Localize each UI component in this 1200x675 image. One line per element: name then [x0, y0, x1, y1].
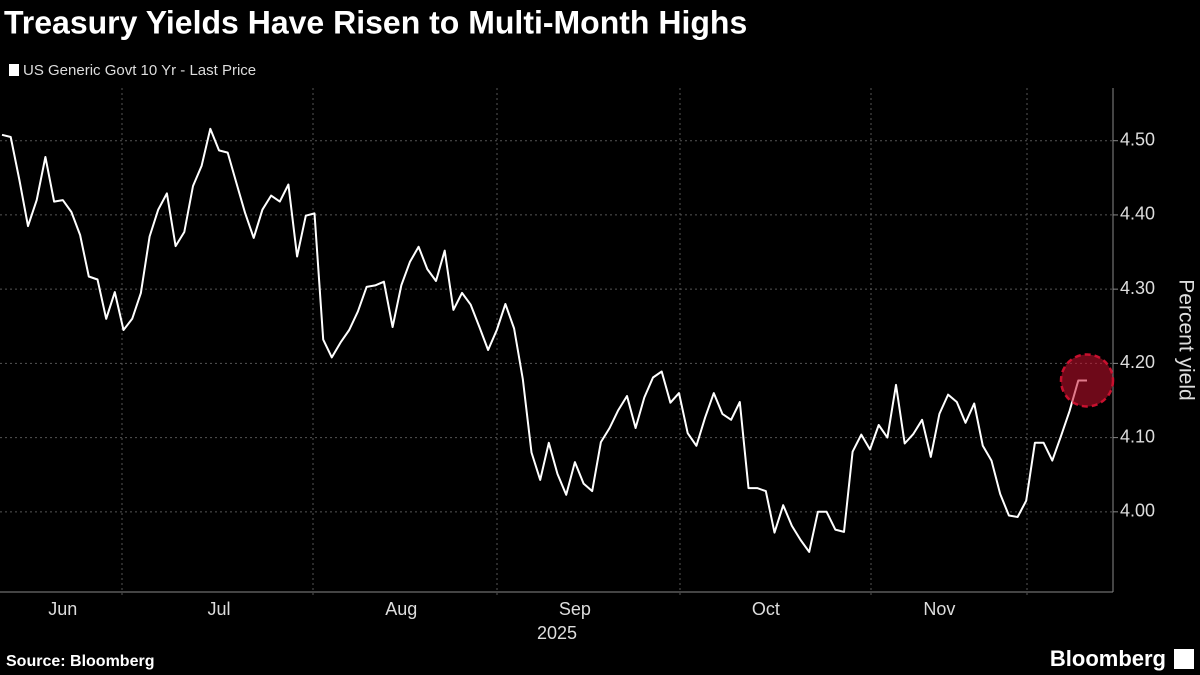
x-tick-label: Sep: [559, 599, 591, 619]
y-tick-label: 4.10: [1120, 426, 1155, 446]
chart-title: Treasury Yields Have Risen to Multi-Mont…: [4, 4, 747, 40]
y-tick-label: 4.00: [1120, 501, 1155, 521]
x-tick-label: Oct: [752, 599, 780, 619]
brand: Bloomberg: [1050, 646, 1166, 671]
x-tick-label: Nov: [923, 599, 955, 619]
legend-label: US Generic Govt 10 Yr - Last Price: [23, 62, 256, 79]
x-axis-label: 2025: [537, 623, 577, 643]
y-tick-label: 4.30: [1120, 278, 1155, 298]
y-axis-label: Percent yield: [1174, 279, 1197, 400]
line-series: [1, 127, 1087, 553]
legend-swatch: [9, 64, 19, 76]
month-separators: [121, 88, 1028, 598]
x-tick-label: Aug: [385, 599, 417, 619]
y-tick-label: 4.40: [1120, 204, 1155, 224]
x-tick-label: Jul: [207, 599, 230, 619]
y-tick-label: 4.20: [1120, 352, 1155, 372]
source: Source: Bloomberg: [6, 653, 154, 670]
x-tick-label: Jun: [48, 599, 77, 619]
highlight-marker: [1059, 353, 1115, 408]
brand-icon: [1174, 649, 1194, 669]
y-tick-label: 4.50: [1120, 129, 1155, 149]
